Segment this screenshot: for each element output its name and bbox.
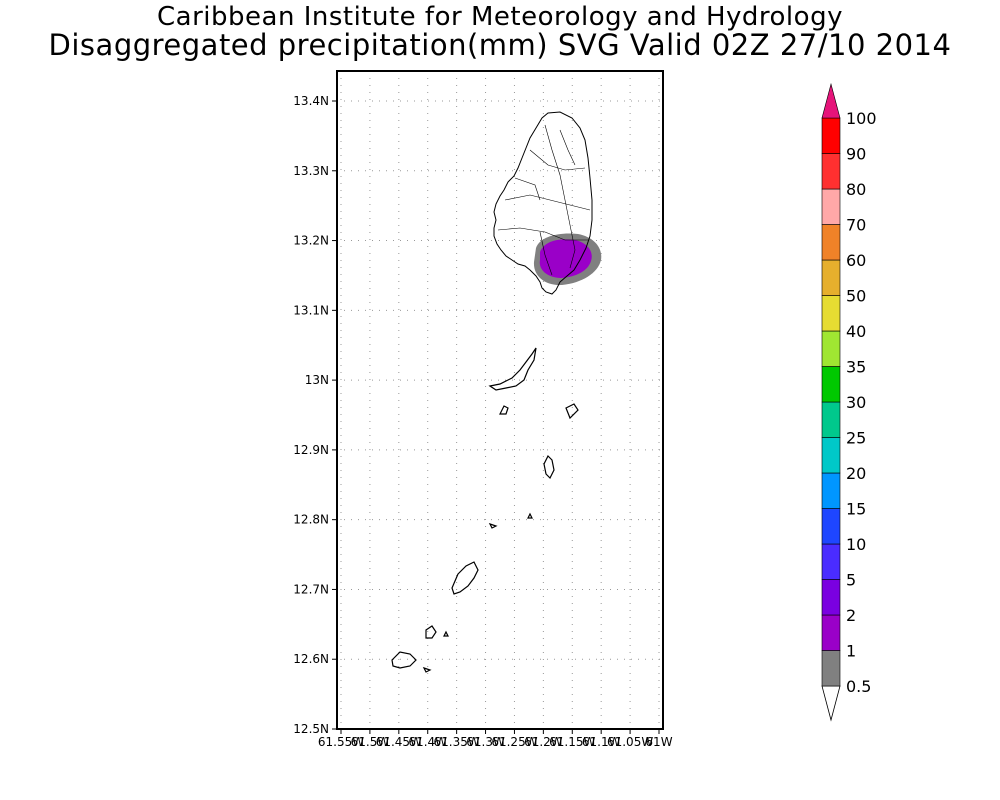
island-mustique [543, 454, 555, 480]
colorbar-label: 2 [846, 606, 856, 625]
lon-tick-label: 61.05W [607, 735, 653, 749]
colorbar-label: 80 [846, 180, 866, 199]
lat-tick-label: 13.4N [293, 94, 329, 108]
colorbar-label: 70 [846, 216, 866, 235]
colorbar-swatch [821, 472, 841, 509]
colorbar-label: 30 [846, 393, 866, 412]
precip-area-2mm [539, 239, 592, 278]
lat-tick-label: 12.8N [293, 513, 329, 527]
lon-tick-label: 61.25W [491, 735, 537, 749]
colorbar-label: 90 [846, 145, 866, 164]
colorbar-swatch [821, 614, 841, 651]
grid-lines [337, 71, 663, 729]
lat-tick-label: 13N [305, 373, 329, 387]
colorbar-swatch [821, 579, 841, 616]
map-subtitle: Disaggregated precipitation(mm) SVG Vali… [48, 28, 952, 62]
colorbar-swatch [821, 330, 841, 367]
island-small-2 [565, 403, 579, 420]
colorbar-swatch [821, 650, 841, 687]
lon-tick-label: 61.2W [524, 735, 563, 749]
colorbar-swatch [821, 117, 841, 154]
colorbar-label: 40 [846, 322, 866, 341]
island-small-5 [527, 512, 533, 519]
lat-tick-label: 13.2N [293, 234, 329, 248]
colorbar-label: 25 [846, 429, 866, 448]
colorbar-label: 20 [846, 464, 866, 483]
colorbar-swatch [821, 295, 841, 332]
island-small-6 [443, 630, 449, 637]
colorbar-swatch [821, 401, 841, 438]
longitude-axis: 61.55W61.5W61.45W61.4W61.35W61.3W61.25W6… [318, 729, 673, 749]
island-union [391, 651, 417, 669]
colorbar-upper-arrow [821, 82, 841, 119]
colorbar-label: 100 [846, 109, 877, 128]
lon-tick-label: 61.15W [549, 735, 595, 749]
colorbar-swatch [821, 508, 841, 545]
colorbar-label: 1 [846, 642, 856, 661]
lon-tick-label: 61.4W [408, 735, 447, 749]
lon-tick-label: 61.1W [582, 735, 621, 749]
lon-tick-label: 61.55W [318, 735, 364, 749]
lat-tick-label: 13.1N [293, 303, 329, 317]
colorbar-swatch [821, 188, 841, 225]
lon-tick-label: 61.5W [351, 735, 390, 749]
latitude-axis: 13.4N 13.3N 13.2N 13.1N 13N 12.9N 12.8N 12.7N 12… [293, 94, 337, 736]
island-canouan [451, 561, 479, 595]
lon-tick-label: 61.35W [434, 735, 480, 749]
precipitation-field [533, 233, 602, 286]
colorbar-label: 10 [846, 535, 866, 554]
lat-tick-label: 12.6N [293, 652, 329, 666]
island-bequia [488, 347, 537, 391]
island-small-3 [488, 522, 498, 529]
colorbar-lower-arrow [821, 685, 841, 722]
colorbar-label: 50 [846, 287, 866, 306]
colorbar-label: 60 [846, 251, 866, 270]
colorbar-label: 35 [846, 358, 866, 377]
lat-tick-label: 12.9N [293, 443, 329, 457]
colorbar-swatch [821, 366, 841, 403]
colorbar-swatch [821, 437, 841, 474]
colorbar-label: 15 [846, 500, 866, 519]
lat-tick-label: 12.7N [293, 582, 329, 596]
plot-frame [336, 70, 664, 730]
lat-tick-label: 13.3N [293, 164, 329, 178]
colorbar-swatch [821, 259, 841, 296]
lon-tick-label: 61.45W [376, 735, 422, 749]
island-small-4 [422, 666, 432, 673]
island-small-1 [499, 405, 509, 415]
map-title: Caribbean Institute for Meteorology and … [157, 2, 843, 32]
lon-tick-label: 61W [645, 735, 672, 749]
colorbar-swatch [821, 153, 841, 190]
colorbar-label: 5 [846, 571, 856, 590]
lat-tick-label: 12.5N [293, 722, 329, 736]
coastline-grenadines [391, 347, 579, 673]
coastline-saint-vincent [493, 111, 593, 295]
colorbar-swatch [821, 543, 841, 580]
island-carriacou-north [425, 625, 437, 639]
colorbar-label: 0.5 [846, 677, 871, 696]
colorbar-swatch [821, 224, 841, 261]
lon-tick-label: 61.3W [466, 735, 505, 749]
